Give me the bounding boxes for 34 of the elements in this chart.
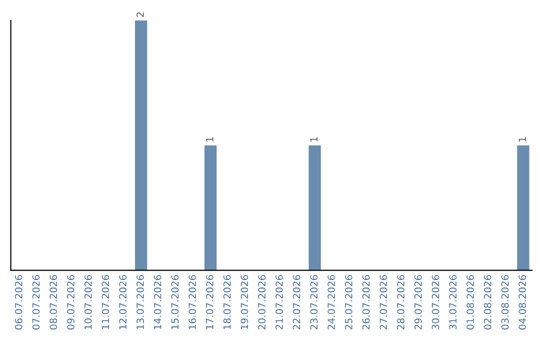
x-tick-label: 18.07.2026 <box>223 275 231 330</box>
x-tick-label: 25.07.2026 <box>344 275 352 330</box>
x-tick-label: 07.07.2026 <box>32 275 40 330</box>
data-label: 1 <box>206 137 214 142</box>
x-tick-label: 02.08.2026 <box>484 275 492 330</box>
x-tick-label: 12.07.2026 <box>119 275 127 330</box>
x-tick-label: 06.07.2026 <box>14 275 22 330</box>
x-tick-label: 17.07.2026 <box>206 275 214 330</box>
x-tick-label: 30.07.2026 <box>432 275 440 330</box>
x-tick-label: 14.07.2026 <box>154 275 162 330</box>
data-label: 1 <box>518 137 526 142</box>
data-label: 1 <box>310 137 318 142</box>
x-tick-label: 22.07.2026 <box>292 275 300 330</box>
x-tick-label: 03.08.2026 <box>501 275 509 330</box>
x-tick-label: 13.07.2026 <box>136 275 144 330</box>
x-tick-label: 20.07.2026 <box>258 275 266 330</box>
x-tick-label: 10.07.2026 <box>84 275 92 330</box>
x-tick-label: 21.07.2026 <box>276 275 283 330</box>
x-tick-label: 19.07.2026 <box>240 275 248 330</box>
data-label: 2 <box>136 12 144 17</box>
x-tick-label: 11.07.2026 <box>102 275 110 330</box>
x-tick-label: 31.07.2026 <box>449 275 457 330</box>
x-tick-label: 26.07.2026 <box>362 275 370 330</box>
x-tick-label: 15.07.2026 <box>171 275 179 330</box>
x-tick-label: 16.07.2026 <box>188 275 196 330</box>
x-tick-label: 29.07.2026 <box>414 275 422 330</box>
x-tick-label: 04.08.2026 <box>518 275 526 330</box>
x-tick-label: 24.07.2026 <box>328 275 335 330</box>
x-tick-label: 23.07.2026 <box>310 275 318 330</box>
x-tick-label: 08.07.2026 <box>50 275 58 330</box>
x-tick-label: 01.08.2026 <box>466 275 474 330</box>
x-tick-label: 09.07.2026 <box>67 275 74 330</box>
x-tick-label: 27.07.2026 <box>380 275 388 330</box>
x-tick-label: 28.07.2026 <box>397 275 404 330</box>
